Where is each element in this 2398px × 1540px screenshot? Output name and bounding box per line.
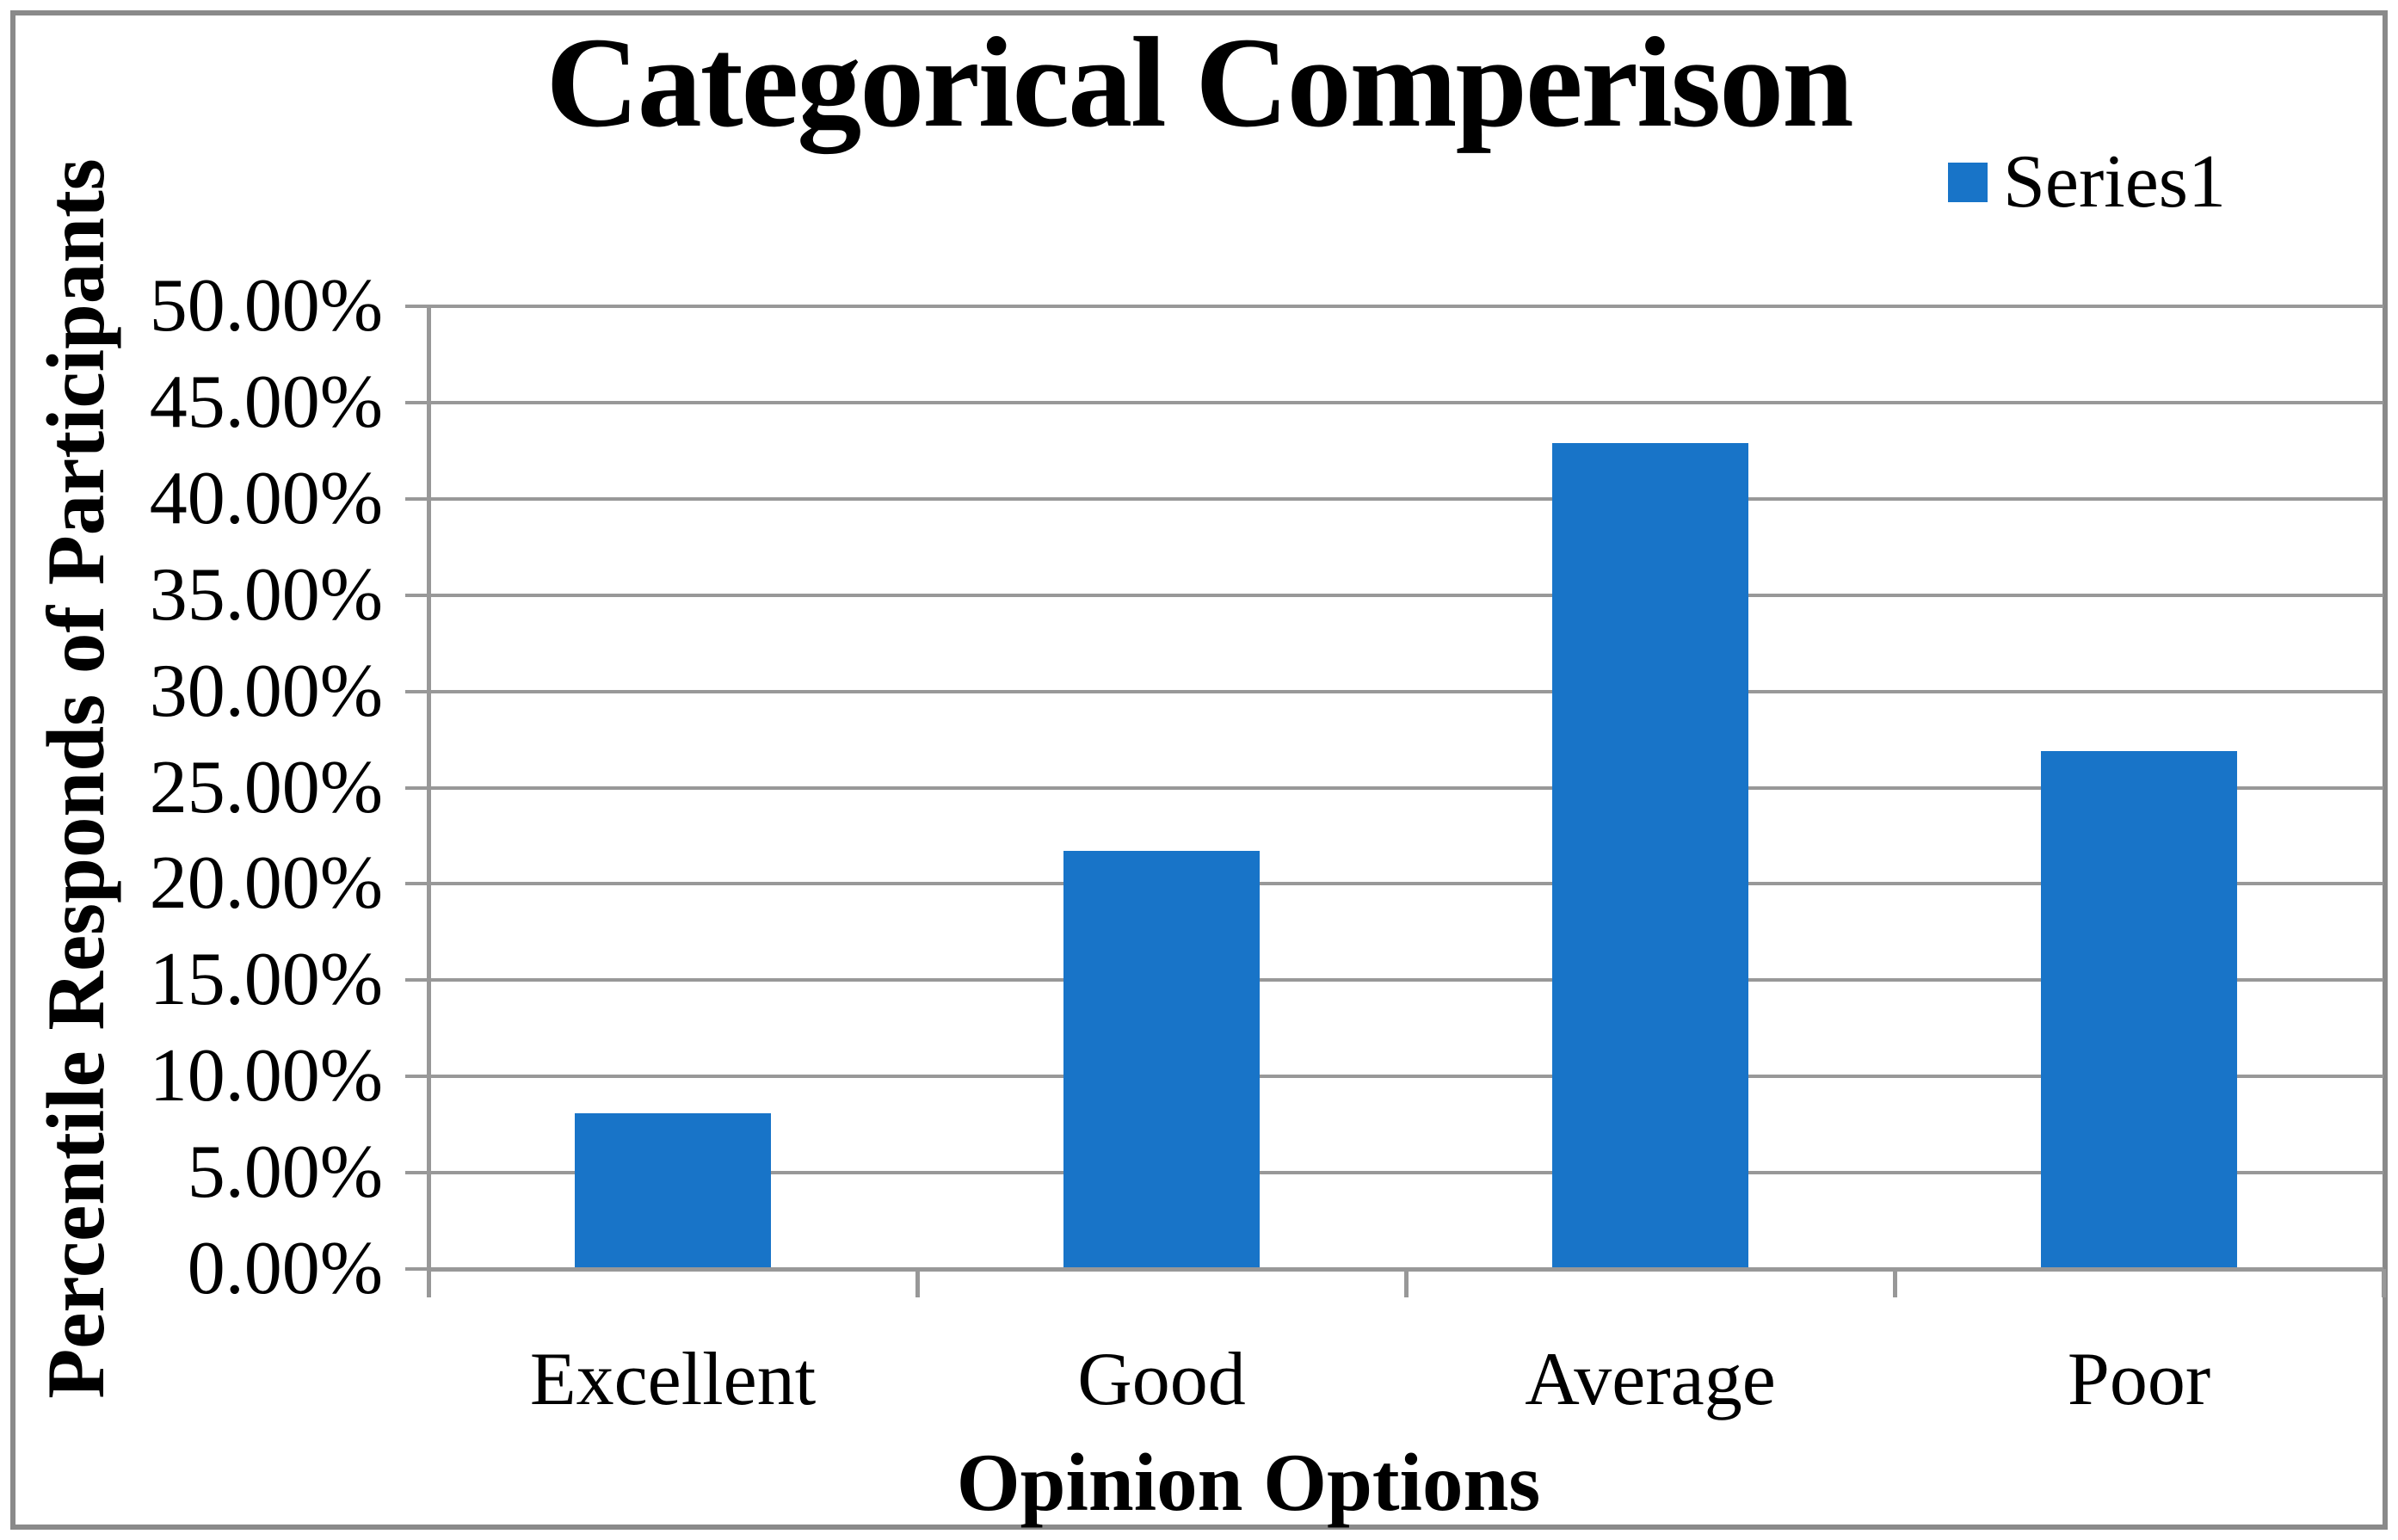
- gridline: [428, 1171, 2383, 1175]
- y-axis-line: [427, 306, 431, 1269]
- y-axis-tick: [405, 400, 440, 404]
- y-axis-tick: [405, 978, 440, 983]
- gridline: [428, 1075, 2383, 1079]
- x-axis-title: Opinion Options: [956, 1437, 1541, 1528]
- y-axis-tick: [405, 1267, 440, 1271]
- legend-swatch-icon: [1947, 163, 1988, 202]
- x-axis-tick: [427, 1269, 431, 1297]
- y-axis-tick: [405, 593, 440, 597]
- x-axis-tick: [2382, 1269, 2386, 1297]
- legend: Series1: [1947, 140, 2226, 224]
- y-tick-label: 20.00%: [149, 841, 383, 926]
- y-tick-label: 10.00%: [149, 1034, 383, 1118]
- gridline: [428, 785, 2383, 790]
- y-tick-label: 50.00%: [149, 264, 383, 348]
- gridline: [428, 305, 2383, 308]
- gridline: [428, 496, 2383, 501]
- gridline: [428, 882, 2383, 886]
- legend-series-label: Series1: [2002, 140, 2226, 224]
- bar-excellent: [575, 1112, 771, 1269]
- y-axis-tick: [405, 689, 440, 693]
- chart-title: Categorical Comperison: [546, 11, 1853, 154]
- y-axis-tick: [405, 882, 440, 886]
- y-tick-label: 0.00%: [187, 1227, 383, 1310]
- y-axis-tick: [405, 1075, 440, 1079]
- gridline: [428, 978, 2383, 983]
- gridline: [428, 400, 2383, 404]
- gridline: [428, 689, 2383, 693]
- category-label-good: Good: [1077, 1338, 1246, 1421]
- y-axis-tick: [405, 496, 440, 501]
- x-axis-tick: [1404, 1269, 1409, 1297]
- x-axis-tick: [915, 1269, 920, 1297]
- category-label-poor: Poor: [2067, 1338, 2211, 1421]
- bar-poor: [2041, 750, 2237, 1269]
- y-axis-tick: [405, 305, 440, 308]
- y-tick-label: 15.00%: [149, 938, 383, 1022]
- y-tick-label: 45.00%: [149, 360, 383, 444]
- y-axis-tick: [405, 785, 440, 790]
- category-label-excellent: Excellent: [529, 1338, 817, 1421]
- gridline: [428, 593, 2383, 597]
- x-axis-tick: [1893, 1269, 1897, 1297]
- y-tick-label: 30.00%: [149, 649, 383, 733]
- bar-average: [1552, 442, 1748, 1269]
- y-tick-label: 5.00%: [187, 1130, 383, 1215]
- y-tick-label: 40.00%: [149, 456, 383, 540]
- y-tick-label: 25.00%: [149, 745, 383, 829]
- bar-good: [1063, 851, 1260, 1269]
- y-tick-label: 35.00%: [149, 552, 383, 637]
- chart-border-frame: [10, 10, 2388, 1530]
- category-label-average: Average: [1525, 1338, 1776, 1421]
- y-axis-tick: [405, 1171, 440, 1175]
